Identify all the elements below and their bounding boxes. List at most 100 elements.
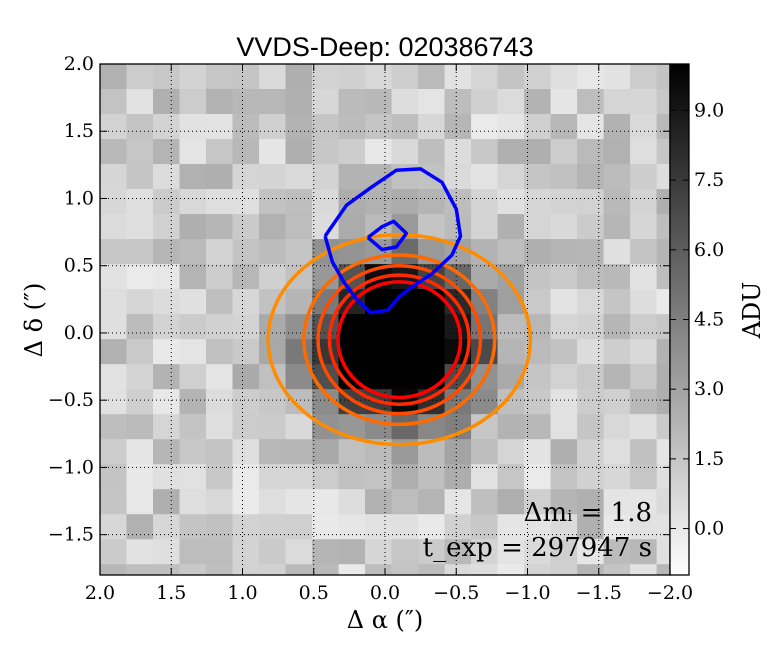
image-pixel: [656, 239, 670, 265]
image-pixel: [497, 514, 525, 540]
image-pixel: [603, 414, 631, 440]
image-pixel: [312, 89, 340, 115]
image-pixel: [259, 439, 287, 465]
image-pixel: [232, 364, 260, 390]
image-pixel: [285, 114, 313, 140]
image-pixel: [444, 139, 472, 165]
image-pixel: [259, 514, 287, 540]
image-pixel: [285, 214, 313, 240]
image-pixel: [630, 139, 658, 165]
image-pixel: [206, 89, 234, 115]
image-pixel: [232, 89, 260, 115]
image-pixel: [365, 339, 393, 365]
image-pixel: [471, 164, 499, 190]
image-pixel: [497, 439, 525, 465]
image-pixel: [524, 264, 552, 290]
colorbar-ticks: 0.0 1.5 3.0 4.5 6.0 7.5 9.0: [670, 99, 724, 540]
image-pixel: [497, 89, 525, 115]
image-pixel: [259, 214, 287, 240]
image-pixel: [630, 189, 658, 215]
image-pixel: [126, 489, 154, 515]
image-pixel: [126, 339, 154, 365]
image-pixel: [179, 64, 207, 90]
image-pixel: [259, 139, 287, 165]
image-pixel: [153, 139, 181, 165]
image-pixel: [656, 289, 670, 315]
image-pixel: [444, 439, 472, 465]
image-pixel: [497, 539, 525, 565]
image-pixel: [391, 239, 419, 265]
image-pixel: [285, 139, 313, 165]
image-pixel: [444, 489, 472, 515]
colorbar-tick-label: 7.5: [694, 169, 724, 191]
chart-title: VVDS-Deep: 020386743: [236, 32, 533, 62]
y-axis-label: Δ δ (″): [20, 283, 48, 358]
image-pixel: [630, 114, 658, 140]
image-pixel: [312, 139, 340, 165]
image-pixel: [391, 564, 419, 575]
image-pixel: [179, 489, 207, 515]
image-contour-level: [336, 280, 463, 400]
image-pixel: [524, 564, 552, 575]
image-pixel: [656, 189, 670, 215]
image-pixel: [259, 264, 287, 290]
image-pixel: [285, 89, 313, 115]
image-pixel: [550, 539, 578, 565]
image-pixel: [603, 114, 631, 140]
image-pixel: [232, 514, 260, 540]
image-pixel: [179, 264, 207, 290]
image-pixel: [153, 564, 181, 575]
image-pixel: [126, 389, 154, 415]
image-pixel: [179, 289, 207, 315]
colorbar-tick-label: 6.0: [694, 239, 724, 261]
image-pixel: [391, 489, 419, 515]
image-pixel: [656, 564, 670, 575]
image-pixel: [206, 464, 234, 490]
image-pixel: [418, 489, 446, 515]
image-pixel: [179, 414, 207, 440]
image-pixel: [577, 139, 605, 165]
image-pixel: [312, 539, 340, 565]
image-pixel: [312, 489, 340, 515]
image-pixel: [312, 164, 340, 190]
image-pixel: [497, 139, 525, 165]
image-pixel: [126, 114, 154, 140]
blue-contour: [323, 167, 463, 315]
image-pixel: [100, 164, 128, 190]
image-pixel: [471, 189, 499, 215]
image-pixel: [179, 339, 207, 365]
image-pixel: [656, 464, 670, 490]
image-pixel: [259, 414, 287, 440]
contour-layer: [266, 167, 533, 447]
image-pixel: [232, 339, 260, 365]
image-pixel: [232, 264, 260, 290]
image-pixel: [153, 189, 181, 215]
image-pixel: [550, 264, 578, 290]
x-tick-label: 1.5: [156, 582, 186, 604]
image-pixel: [471, 64, 499, 90]
image-pixel: [550, 564, 578, 575]
image-pixel: [550, 64, 578, 90]
image-pixel: [630, 64, 658, 90]
image-pixel: [232, 464, 260, 490]
image-pixel: [338, 439, 366, 465]
image-pixel: [100, 289, 128, 315]
image-pixel: [153, 489, 181, 515]
image-pixel: [577, 189, 605, 215]
image-pixel: [471, 214, 499, 240]
image-pixel: [232, 539, 260, 565]
image-pixel: [656, 514, 670, 540]
image-pixel: [550, 214, 578, 240]
image-pixel: [206, 114, 234, 140]
image-pixel: [497, 64, 525, 90]
image-pixel: [206, 139, 234, 165]
image-pixel: [656, 164, 670, 190]
image-pixel: [126, 364, 154, 390]
x-axis-ticks: 2.0 1.5 1.0 0.5 0.0 −0.5 −1.0 −1.5 −2.0: [85, 64, 693, 604]
image-pixel: [206, 189, 234, 215]
image-pixel: [550, 139, 578, 165]
x-axis-label: Δ α (″): [347, 606, 424, 634]
image-pixel: [603, 64, 631, 90]
image-pixel: [232, 64, 260, 90]
image-pixel: [656, 389, 670, 415]
